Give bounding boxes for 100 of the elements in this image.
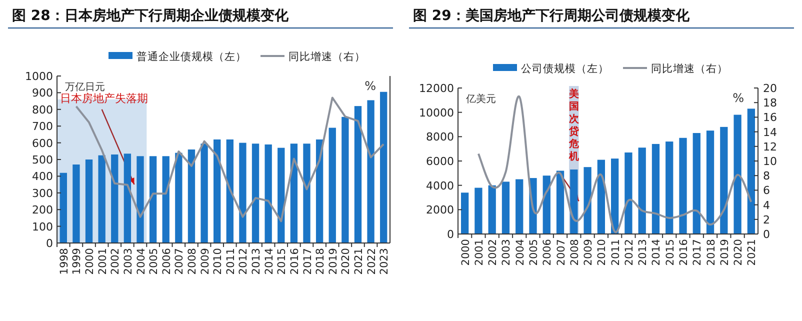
bar — [85, 160, 93, 243]
x-tick-label: 2021 — [352, 248, 365, 275]
x-tick-label: 2015 — [276, 248, 288, 275]
x-tick-label: 2017 — [302, 248, 314, 275]
bar — [652, 144, 660, 234]
y2-tick-label: 14 — [763, 126, 777, 139]
bar — [278, 148, 285, 243]
y-tick-label: 0 — [46, 237, 53, 250]
bar — [461, 192, 469, 234]
x-tick-label: 2013 — [637, 239, 650, 266]
y-axis-title: 万亿日元 — [65, 82, 105, 93]
y2-axis-title: % — [732, 91, 744, 105]
bar — [542, 176, 550, 234]
band-label: 美国次贷危机 — [568, 88, 580, 162]
bar — [584, 167, 592, 234]
x-tick-label: 2007 — [555, 239, 568, 266]
bar — [666, 142, 674, 234]
bar — [328, 128, 336, 243]
bar — [175, 152, 182, 243]
bar — [316, 139, 324, 243]
x-tick-label: 2005 — [528, 239, 540, 266]
bar — [502, 182, 510, 234]
bar — [488, 185, 496, 234]
y-tick-label: 1000 — [25, 70, 53, 83]
bar — [354, 106, 362, 243]
bar — [290, 144, 298, 243]
bar — [188, 149, 196, 243]
y-tick-label: 2000 — [426, 204, 454, 217]
x-tick-label: 2007 — [174, 248, 186, 275]
bar — [264, 144, 272, 243]
x-tick-label: 2014 — [650, 238, 663, 266]
x-tick-label: 2023 — [378, 248, 391, 275]
y2-tick-label: 0 — [763, 228, 770, 241]
bar — [474, 188, 482, 234]
bar — [149, 156, 157, 243]
y2-tick-label: 4 — [763, 198, 770, 212]
bar — [720, 126, 728, 234]
x-tick-label: 2009 — [199, 248, 212, 275]
x-tick-label: 2005 — [148, 248, 160, 275]
legend-label: 同比增速（右） — [288, 50, 366, 63]
y-tick-label: 10000 — [419, 106, 454, 120]
bar — [679, 138, 687, 234]
band-label: 日本房地产失落期 — [60, 92, 148, 105]
x-tick-label: 2011 — [224, 248, 237, 275]
y-tick-label: 400 — [32, 170, 53, 184]
bar — [239, 142, 246, 243]
bar — [747, 108, 755, 234]
x-tick-label: 2006 — [160, 248, 173, 275]
x-tick-label: 2018 — [314, 248, 327, 275]
x-tick-label: 2002 — [487, 239, 500, 266]
y2-tick-label: 20 — [763, 82, 777, 95]
x-tick-label: 2017 — [692, 239, 704, 266]
y-tick-label: 300 — [32, 186, 53, 200]
x-tick-label: 2016 — [288, 248, 301, 275]
x-tick-label: 2009 — [582, 239, 595, 266]
bar — [214, 139, 221, 243]
bar — [111, 154, 118, 243]
x-tick-label: 2022 — [366, 248, 378, 275]
bar — [516, 179, 524, 234]
bar — [60, 172, 67, 243]
x-tick-label: 2014 — [263, 248, 276, 275]
x-tick-label: 2000 — [84, 248, 96, 275]
y-tick-label: 600 — [32, 136, 53, 150]
y2-tick-label: 12 — [763, 140, 777, 154]
y-tick-label: 100 — [32, 220, 53, 234]
legend-label: 同比增速（右） — [651, 62, 728, 75]
bar — [200, 144, 208, 243]
bar — [706, 130, 714, 234]
chart-title: 图 28：日本房地产下行周期企业债规模变化 — [12, 7, 290, 24]
x-tick-label: 2012 — [623, 239, 636, 266]
x-tick-label: 2020 — [732, 239, 745, 266]
bar — [98, 155, 106, 243]
y-tick-label: 800 — [32, 103, 53, 116]
x-tick-label: 2001 — [473, 239, 486, 266]
bar — [556, 170, 564, 234]
y2-tick-label: 2 — [763, 213, 770, 226]
bar — [226, 139, 234, 243]
y2-tick-label: 8 — [763, 170, 770, 183]
bar — [638, 148, 646, 234]
bar — [367, 100, 374, 243]
legend-label: 公司债规模（左） — [521, 63, 609, 75]
bar — [692, 133, 700, 234]
y-tick-label: 4000 — [426, 179, 454, 192]
y-tick-label: 6000 — [426, 155, 454, 168]
y-tick-label: 200 — [32, 204, 53, 217]
x-tick-label: 2020 — [340, 248, 352, 275]
x-tick-label: 2003 — [500, 239, 513, 266]
y-tick-label: 900 — [32, 86, 53, 100]
bar — [734, 114, 742, 234]
bar — [380, 92, 388, 243]
bar — [72, 164, 80, 243]
x-tick-label: 2016 — [678, 238, 690, 266]
x-tick-label: 2004 — [514, 238, 526, 266]
y-tick-label: 700 — [32, 120, 53, 134]
x-tick-label: 2012 — [238, 248, 250, 275]
x-tick-label: 2000 — [460, 239, 472, 266]
x-tick-label: 2011 — [610, 239, 622, 266]
bar — [611, 158, 619, 234]
x-tick-label: 2013 — [250, 248, 263, 275]
bar — [303, 144, 310, 243]
